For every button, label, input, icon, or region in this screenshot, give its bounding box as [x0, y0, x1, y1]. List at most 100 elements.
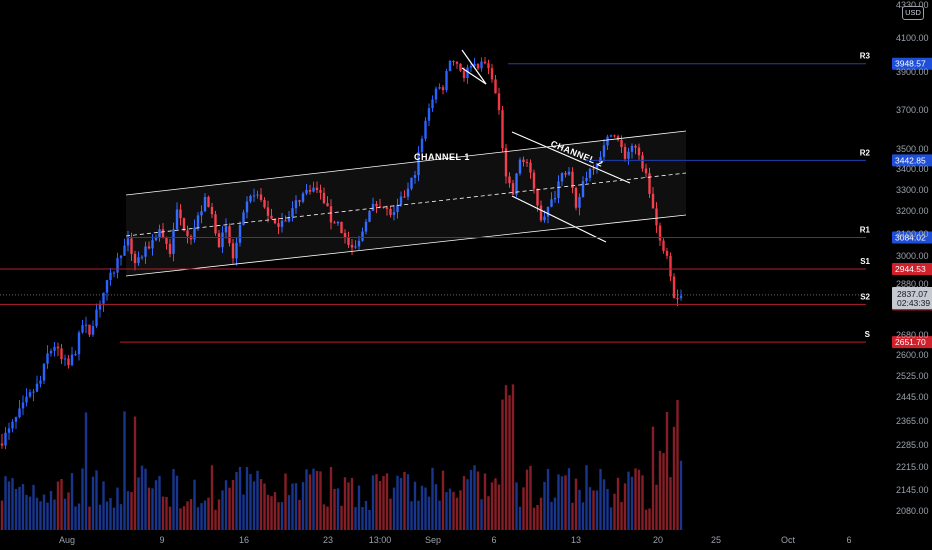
volume-bar: [165, 496, 168, 530]
candle: [427, 103, 431, 126]
price-axis[interactable]: 2080.00 2145.00 2215.00 2285.00 2365.00 2445.…: [896, 0, 929, 516]
volume-bar: [151, 488, 154, 530]
volume-bar: [371, 475, 375, 530]
candle: [371, 197, 375, 212]
candle: [389, 205, 392, 218]
candle: [385, 205, 389, 216]
candle: [567, 167, 571, 176]
candle: [497, 87, 501, 115]
volume-bar: [0, 500, 4, 530]
candle: [665, 247, 669, 260]
volume-bar: [228, 487, 231, 530]
volume-bar: [525, 469, 529, 530]
volume-bar: [434, 484, 438, 530]
level-s1[interactable]: S1 2944.53: [0, 257, 932, 275]
volume-bar: [126, 491, 130, 530]
candle: [378, 198, 382, 209]
candle: [53, 342, 56, 357]
currency-badge[interactable]: USD: [902, 6, 924, 20]
candle: [109, 268, 112, 286]
candle: [336, 220, 340, 227]
x-tick-label: 13:00: [369, 535, 392, 545]
candle: [354, 240, 357, 249]
candle: [221, 226, 224, 254]
candle: [343, 229, 347, 244]
candle: [490, 63, 494, 83]
candle: [487, 59, 490, 75]
candle: [105, 279, 109, 301]
level-r1[interactable]: R1 3084.02: [126, 226, 932, 244]
volume-bar: [476, 471, 480, 530]
volume-bar: [4, 476, 7, 530]
candle: [424, 117, 427, 142]
candle: [4, 427, 7, 450]
volume-bar: [305, 469, 308, 530]
volume-bar: [112, 507, 116, 530]
volume-bar: [571, 502, 574, 530]
candle: [63, 354, 67, 367]
volume-bar: [389, 498, 392, 530]
candle: [203, 193, 207, 213]
candle: [238, 221, 242, 247]
candle: [231, 238, 235, 265]
volume-bar: [308, 474, 312, 530]
volume-bar: [424, 487, 427, 530]
volume-bar: [620, 501, 623, 530]
volume-bar: [438, 500, 441, 530]
volume-bar: [116, 487, 119, 530]
volume-bar: [109, 498, 112, 530]
volume-bar: [399, 477, 403, 530]
x-tick-label: Sep: [425, 535, 441, 545]
x-tick-label: Oct: [781, 535, 796, 545]
candle: [235, 237, 238, 266]
y-tick-label: 2600.00: [896, 350, 929, 360]
candle: [39, 375, 42, 388]
y-tick-label: 2215.00: [896, 462, 929, 472]
candle: [392, 205, 396, 221]
volume-bar: [417, 500, 420, 530]
candle: [571, 167, 574, 194]
volume-bar: [588, 487, 592, 530]
candle: [588, 167, 592, 182]
candle: [175, 202, 179, 230]
volume-bar: [441, 470, 445, 530]
channel-1-mid: [125, 172, 687, 237]
volume-bar: [382, 476, 385, 530]
candle: [18, 399, 21, 419]
candle: [518, 157, 522, 176]
volume-bar: [18, 486, 21, 530]
volume-bar: [217, 499, 221, 530]
volume-bar: [133, 416, 137, 530]
candle: [252, 188, 256, 202]
candle: [77, 330, 81, 361]
volume-bar: [140, 465, 144, 530]
level-r2[interactable]: R2 3442.85: [586, 148, 932, 167]
volume-bar: [469, 469, 473, 530]
candle: [368, 209, 371, 223]
volume-bar: [658, 450, 662, 530]
candle: [210, 202, 214, 219]
candle: [350, 238, 354, 255]
volume-bar: [343, 477, 347, 530]
candle: [455, 61, 459, 69]
volume-bar: [168, 506, 172, 530]
level-s[interactable]: S 2651.70: [120, 330, 932, 349]
y-tick-label: 3000.00: [896, 251, 929, 261]
level-r3[interactable]: R3 3948.57: [508, 52, 932, 70]
candle: [315, 181, 319, 194]
y-tick-label: 2365.00: [896, 416, 929, 426]
volume-bar: [553, 497, 557, 530]
volume-bar: [137, 477, 140, 530]
candle: [630, 143, 634, 159]
volume-bar: [676, 400, 679, 530]
volume-bars: [0, 384, 683, 530]
candle: [550, 192, 553, 208]
volume-bar: [364, 500, 368, 530]
candle: [473, 58, 476, 68]
candle: [361, 227, 364, 242]
volume-bar: [291, 483, 294, 530]
volume-bar: [74, 506, 77, 530]
time-axis[interactable]: Aug 9 16 23 13:00 Sep 6 13 20 25 Oct 6: [59, 535, 852, 545]
candle: [133, 250, 137, 271]
